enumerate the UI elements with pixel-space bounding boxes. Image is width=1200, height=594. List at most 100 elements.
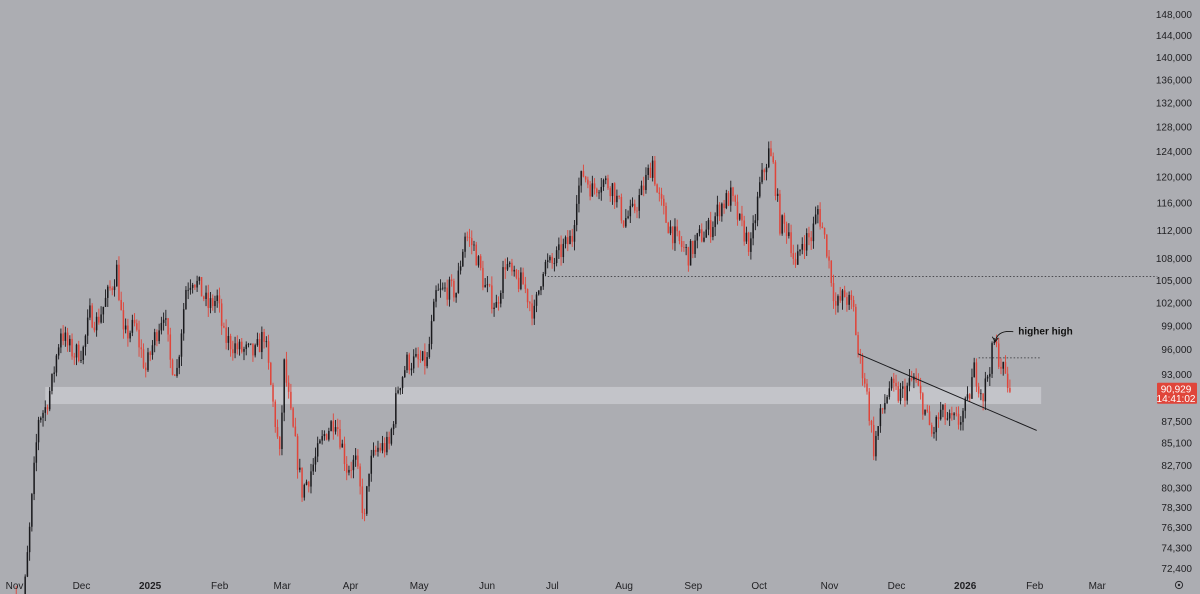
- price-tick-label: 93,000: [1161, 370, 1192, 381]
- candle: [859, 348, 862, 364]
- horizontal-levels-layer: [547, 276, 1158, 359]
- candle: [44, 400, 47, 422]
- price-tick-label: 144,000: [1156, 31, 1193, 42]
- candle: [220, 298, 223, 335]
- price-tick-label: 96,000: [1161, 345, 1192, 356]
- candle: [980, 389, 982, 401]
- candle: [185, 286, 187, 310]
- candle: [341, 439, 344, 448]
- candle: [350, 461, 352, 479]
- candle: [283, 358, 285, 422]
- candle: [714, 212, 716, 237]
- candle: [182, 302, 185, 341]
- candle: [712, 221, 714, 241]
- candle: [357, 449, 359, 470]
- candle: [575, 195, 578, 232]
- candle: [707, 217, 710, 236]
- candle: [337, 418, 339, 437]
- candle: [546, 253, 549, 269]
- candle: [926, 404, 929, 413]
- candle: [174, 373, 176, 377]
- candle: [600, 177, 603, 201]
- candle: [701, 223, 703, 243]
- candle: [33, 456, 35, 501]
- candle: [694, 234, 696, 258]
- candle: [104, 289, 107, 308]
- candle: [705, 221, 707, 238]
- candle: [500, 290, 502, 308]
- candle: [627, 210, 629, 220]
- candle: [872, 416, 875, 461]
- candle: [772, 152, 774, 164]
- candle: [127, 318, 129, 347]
- candle: [948, 409, 951, 426]
- candle: [415, 347, 417, 358]
- candle: [511, 258, 513, 276]
- candle: [924, 409, 926, 416]
- candle: [468, 228, 471, 247]
- candle: [491, 276, 493, 314]
- candle: [555, 246, 558, 267]
- candle: [109, 280, 111, 291]
- candle-countdown: 14:41:02: [1157, 394, 1196, 405]
- candle: [261, 326, 263, 360]
- candle: [960, 416, 962, 431]
- candle: [989, 367, 991, 387]
- candle: [651, 156, 654, 182]
- candle: [660, 187, 663, 206]
- candle: [91, 303, 93, 329]
- candle: [953, 412, 955, 420]
- candle: [84, 334, 87, 356]
- candle: [792, 244, 795, 265]
- candle: [540, 285, 542, 296]
- candle: [767, 141, 770, 169]
- candle: [457, 262, 460, 294]
- candle: [915, 368, 917, 383]
- candle: [763, 168, 766, 181]
- candle: [946, 411, 949, 421]
- candle: [200, 277, 203, 297]
- candle: [37, 416, 40, 451]
- candle: [361, 478, 364, 520]
- candle: [401, 376, 404, 395]
- candle: [942, 404, 944, 418]
- candle: [464, 232, 466, 258]
- annotation-arrow: [994, 330, 1014, 341]
- axis-settings-icon[interactable]: [1174, 580, 1184, 590]
- candle: [839, 286, 841, 303]
- candle: [249, 343, 252, 346]
- candle: [218, 287, 221, 313]
- candle: [107, 284, 109, 307]
- time-axis[interactable]: Nov Dec 2025 Feb Mar Apr May Jun Jul Aug Sep Oct Nov…: [6, 581, 1107, 592]
- price-tick-label: 80,300: [1161, 484, 1192, 495]
- candle: [444, 282, 446, 292]
- candle: [1006, 366, 1009, 393]
- candle: [160, 316, 163, 335]
- candle: [158, 323, 160, 344]
- candle: [419, 350, 422, 363]
- candle: [754, 213, 757, 231]
- candle: [674, 218, 676, 251]
- candle: [584, 175, 587, 183]
- candle: [433, 298, 435, 322]
- candle: [144, 362, 147, 378]
- time-tick-label: Mar: [274, 581, 292, 592]
- candle: [971, 368, 973, 399]
- price-axis[interactable]: 148,000 144,000 140,000 136,000 132,000 128,0…: [1156, 10, 1193, 575]
- candle: [238, 339, 241, 356]
- candle: [245, 341, 247, 356]
- candle: [857, 331, 859, 358]
- candle: [709, 211, 712, 243]
- support-zone: [45, 386, 1042, 405]
- candle: [265, 336, 268, 348]
- candle: [522, 267, 524, 285]
- candle: [466, 231, 469, 242]
- candle: [622, 220, 625, 228]
- candle: [24, 574, 26, 594]
- candle: [223, 322, 225, 329]
- candle: [305, 479, 308, 486]
- last-price-value: 90,929: [1161, 384, 1192, 395]
- candle: [663, 195, 665, 215]
- candle: [968, 393, 971, 402]
